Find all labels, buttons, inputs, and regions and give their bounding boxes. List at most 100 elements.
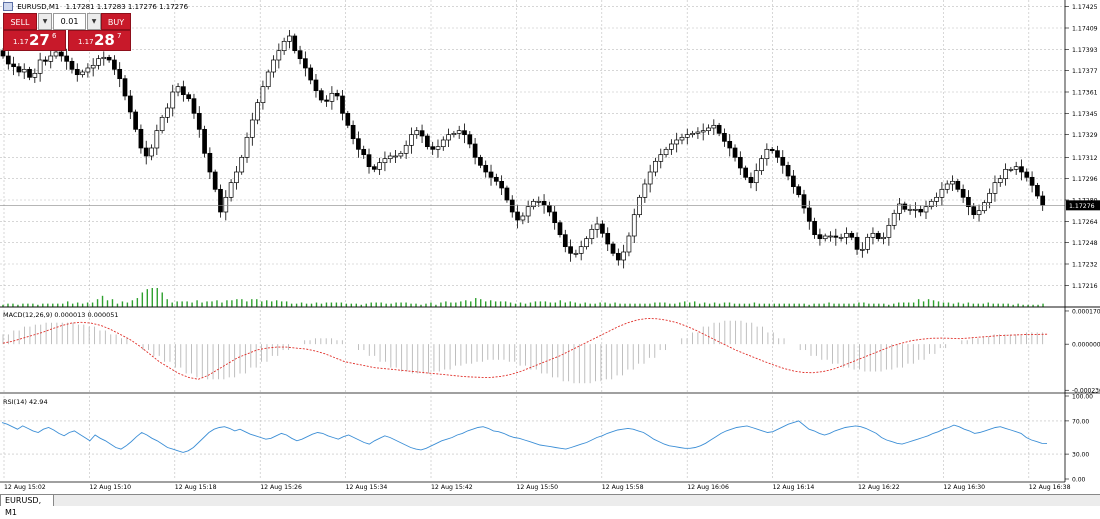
y-tick-label: -0.000236 xyxy=(1072,388,1100,395)
candle-body xyxy=(865,236,870,250)
y-tick-label: 1.17216 xyxy=(1072,283,1098,290)
lot-decrease-button[interactable]: ▼ xyxy=(38,13,52,30)
candles xyxy=(0,30,1046,269)
candle-body xyxy=(536,200,542,203)
candle-body xyxy=(318,90,324,101)
y-tick-label: 30.00 xyxy=(1072,452,1089,459)
candle-body xyxy=(483,164,489,173)
candle-body xyxy=(584,238,589,248)
candle-body xyxy=(663,148,669,156)
candle-body xyxy=(5,55,11,65)
chevron-down-icon: ▼ xyxy=(42,18,48,25)
candle-body xyxy=(499,180,504,189)
lot-increase-button[interactable]: ▼ xyxy=(87,13,101,30)
candle-body xyxy=(430,146,436,150)
ohlc-label: 1.17281 1.17283 1.17276 1.17276 xyxy=(65,2,189,11)
chart-header: EURUSD,M1 1.17281 1.17283 1.17276 1.1727… xyxy=(3,2,192,11)
candle-body xyxy=(196,112,202,130)
candle-body xyxy=(600,223,605,234)
candle-body xyxy=(223,196,229,213)
candle-body xyxy=(886,224,892,238)
x-tick-label: 12 Aug 15:58 xyxy=(602,484,644,491)
candle-body xyxy=(944,183,950,190)
candle-body xyxy=(249,119,255,138)
candle-body xyxy=(716,124,722,134)
x-tick-label: 12 Aug 16:14 xyxy=(773,484,815,491)
sell-price-prefix: 1.17 xyxy=(13,38,29,46)
candle-body xyxy=(435,146,441,150)
candle-body xyxy=(1008,168,1014,171)
y-tick-label: 0.000170 xyxy=(1072,308,1100,315)
candle-body xyxy=(149,147,154,157)
lot-size-input[interactable]: 0.01 xyxy=(53,13,86,30)
candle-body xyxy=(356,138,361,150)
candle-body xyxy=(759,158,764,172)
y-tick-label: 1.17248 xyxy=(1072,240,1098,247)
candle-body xyxy=(59,51,64,57)
candle-body xyxy=(748,176,754,184)
candle-body xyxy=(997,178,1003,184)
sell-price-fraction: 6 xyxy=(52,32,57,40)
candle-body xyxy=(414,130,420,136)
candle-body xyxy=(234,171,239,184)
candle-body xyxy=(218,188,223,213)
candle-body xyxy=(440,139,446,148)
candle-body xyxy=(525,206,531,217)
candle-body xyxy=(706,127,711,132)
candle-body xyxy=(504,187,510,201)
candle-body xyxy=(117,68,123,80)
y-tick-label: 1.17296 xyxy=(1072,176,1098,183)
candle-body xyxy=(769,148,775,152)
candle-body xyxy=(838,236,844,239)
candle-body xyxy=(621,251,626,261)
candle-body xyxy=(313,79,319,92)
candle-body xyxy=(690,132,695,136)
candle-body xyxy=(557,222,563,236)
candle-body xyxy=(785,164,791,177)
buy-button[interactable]: BUY xyxy=(101,13,131,30)
candle-body xyxy=(425,135,430,148)
candle-body xyxy=(207,152,213,173)
candle-body xyxy=(812,220,817,236)
candle-body xyxy=(891,212,897,226)
candle-body xyxy=(239,156,245,173)
candle-body xyxy=(16,66,22,73)
candle-body xyxy=(143,147,149,157)
x-tick-label: 12 Aug 15:26 xyxy=(260,484,302,491)
candle-body xyxy=(923,206,929,213)
candle-body xyxy=(48,55,54,62)
y-tick-label: 1.17232 xyxy=(1072,262,1098,269)
y-tick-label: 1.17329 xyxy=(1072,132,1098,139)
candle-body xyxy=(981,202,987,212)
candle-body xyxy=(844,232,849,238)
buy-price[interactable]: 1.17 28 7 xyxy=(68,30,131,51)
candle-body xyxy=(202,128,207,154)
candle-body xyxy=(626,235,632,253)
candle-body xyxy=(122,78,128,97)
candle-body xyxy=(976,210,982,216)
sell-button[interactable]: SELL xyxy=(3,13,37,30)
candle-body xyxy=(456,130,462,134)
candle-body xyxy=(446,134,451,141)
candle-body xyxy=(520,215,526,221)
candle-body xyxy=(80,71,85,76)
candle-body xyxy=(541,200,547,206)
chart-canvas[interactable]: 1.174251.174091.173931.173771.173611.173… xyxy=(0,0,1100,494)
time-axis: 12 Aug 15:02 12 Aug 15:10 12 Aug 15:18 12 A… xyxy=(4,484,1071,491)
symbol-label: EURUSD,M1 xyxy=(17,2,60,11)
candle-body xyxy=(101,56,107,60)
candle-body xyxy=(658,154,664,162)
candle-body xyxy=(875,232,881,240)
candle-body xyxy=(806,207,812,222)
candle-body xyxy=(467,134,473,145)
sell-price[interactable]: 1.17 27 6 xyxy=(3,30,66,51)
current-price-box xyxy=(1066,200,1100,211)
candle-body xyxy=(1035,184,1040,197)
candle-body xyxy=(859,248,865,251)
chart-tab[interactable]: EURUSD, M1 xyxy=(0,494,54,517)
candle-body xyxy=(960,188,966,198)
candle-body xyxy=(69,60,75,70)
one-click-trading-panel: SELL ▼ 0.01 ▼ BUY 1.17 27 6 1.17 28 7 xyxy=(3,13,131,51)
y-tick-label: 1.17312 xyxy=(1072,155,1098,162)
